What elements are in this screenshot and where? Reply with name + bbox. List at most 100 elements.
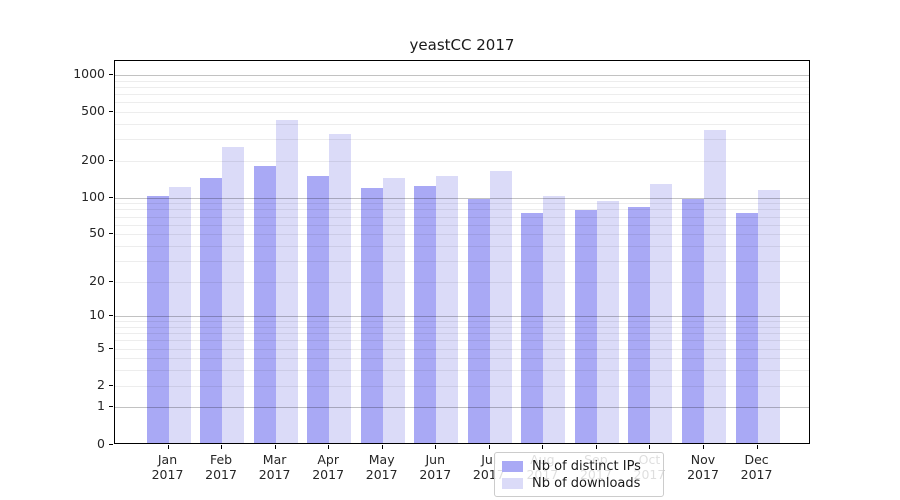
gridline-minor [115,203,809,205]
y-tick-label: 1 [97,398,105,414]
bar-distinct-ips [360,187,383,443]
bar-distinct-ips [467,198,490,443]
x-tick-label: Nov 2017 [687,451,719,482]
bar-downloads [650,184,673,443]
gridline-major [115,74,809,76]
gridline-minor [115,370,809,372]
y-tick-mark [109,196,113,198]
x-tick-mark [221,444,223,449]
bar-downloads [757,189,780,443]
y-tick-mark [109,73,113,75]
bar-downloads [222,147,245,443]
x-tick-mark [435,444,437,449]
y-tick-mark [109,280,113,282]
y-tick-mark [109,443,113,445]
gridline-minor [115,321,809,323]
x-tick-mark [542,444,544,449]
bar-downloads [543,195,566,443]
gridline-minor [115,385,809,387]
bars-layer [115,61,809,443]
x-tick-label: Mar 2017 [258,451,291,482]
gridline-minor [115,94,809,96]
y-tick-label: 50 [89,225,105,241]
bar-downloads [275,119,298,443]
gridline-minor [115,123,809,125]
y-tick-label: 20 [89,272,105,288]
gridline-minor [115,86,809,88]
y-tick-mark [109,406,113,408]
x-tick-label: May 2017 [365,451,398,482]
chart-title: yeastCC 2017 [409,36,515,54]
y-tick-label: 100 [81,188,105,204]
y-tick-mark [109,315,113,317]
x-tick-label: Jan 2017 [151,451,184,482]
gridline-minor [115,160,809,162]
gridline-minor [115,333,809,335]
bar-distinct-ips [574,210,597,443]
gridline-minor [115,139,809,141]
y-tick-mark [109,111,113,112]
legend-item-distinct-ips: Nb of distinct IPs [502,458,653,474]
gridline-minor [115,245,809,247]
x-tick-mark [381,444,383,449]
bar-downloads [704,130,726,443]
gridline-major [115,316,809,318]
y-tick-label: 500 [81,103,105,118]
y-tick-mark [109,347,113,349]
gridline-minor [115,112,809,113]
x-tick-label: Feb 2017 [205,451,237,482]
plot-area: Nb of distinct IPs Nb of downloads [114,60,810,497]
legend: Nb of distinct IPs Nb of downloads [494,452,664,497]
bar-distinct-ips [253,166,276,443]
bar-downloads [382,178,405,443]
legend-swatch-distinct-ips [502,460,523,472]
bar-downloads [436,176,459,443]
gridline-major [115,197,809,199]
bar-downloads [596,201,619,443]
x-tick-mark [703,444,704,449]
x-tick-label: Dec 2017 [740,451,773,482]
x-tick-label: Apr 2017 [312,451,345,482]
y-tick-label: 2 [97,376,105,392]
y-tick-mark [109,233,113,235]
bar-distinct-ips [628,206,651,443]
x-tick-mark [167,444,169,449]
bar-distinct-ips [307,176,330,443]
bar-distinct-ips [521,212,544,443]
gridline-minor [115,260,809,262]
legend-label-downloads: Nb of downloads [532,475,641,491]
bar-distinct-ips [414,185,437,443]
y-tick-mark [109,384,113,386]
y-tick-mark [109,159,113,161]
x-tick-label: Jun 2017 [419,451,452,482]
bar-distinct-ips [200,178,223,443]
bar-downloads [329,134,352,443]
gridline-minor [115,102,809,104]
x-tick-mark [595,444,597,449]
legend-item-downloads: Nb of downloads [502,475,653,491]
y-tick-label: 0 [97,435,105,451]
x-tick-mark [649,444,651,449]
y-tick-label: 10 [89,307,105,323]
bar-distinct-ips [146,196,169,443]
grid-layer [115,61,809,443]
y-tick-label: 200 [81,151,105,167]
y-tick-label: 1000 [73,65,105,81]
gridline-minor [115,209,809,211]
x-tick-mark [488,444,490,449]
bar-distinct-ips [735,212,758,443]
bar-downloads [489,171,512,443]
gridline-minor [115,80,809,82]
x-tick-mark [274,444,276,449]
y-tick-label: 5 [97,339,105,355]
gridline-minor [115,326,809,328]
bar-distinct-ips [682,199,704,443]
gridline-minor [115,340,809,342]
legend-label-distinct-ips: Nb of distinct IPs [532,458,641,474]
gridline-minor [115,358,809,360]
gridline-minor [115,281,809,283]
gridline-minor [115,224,809,226]
legend-swatch-downloads [502,477,523,489]
x-tick-mark [328,444,330,449]
